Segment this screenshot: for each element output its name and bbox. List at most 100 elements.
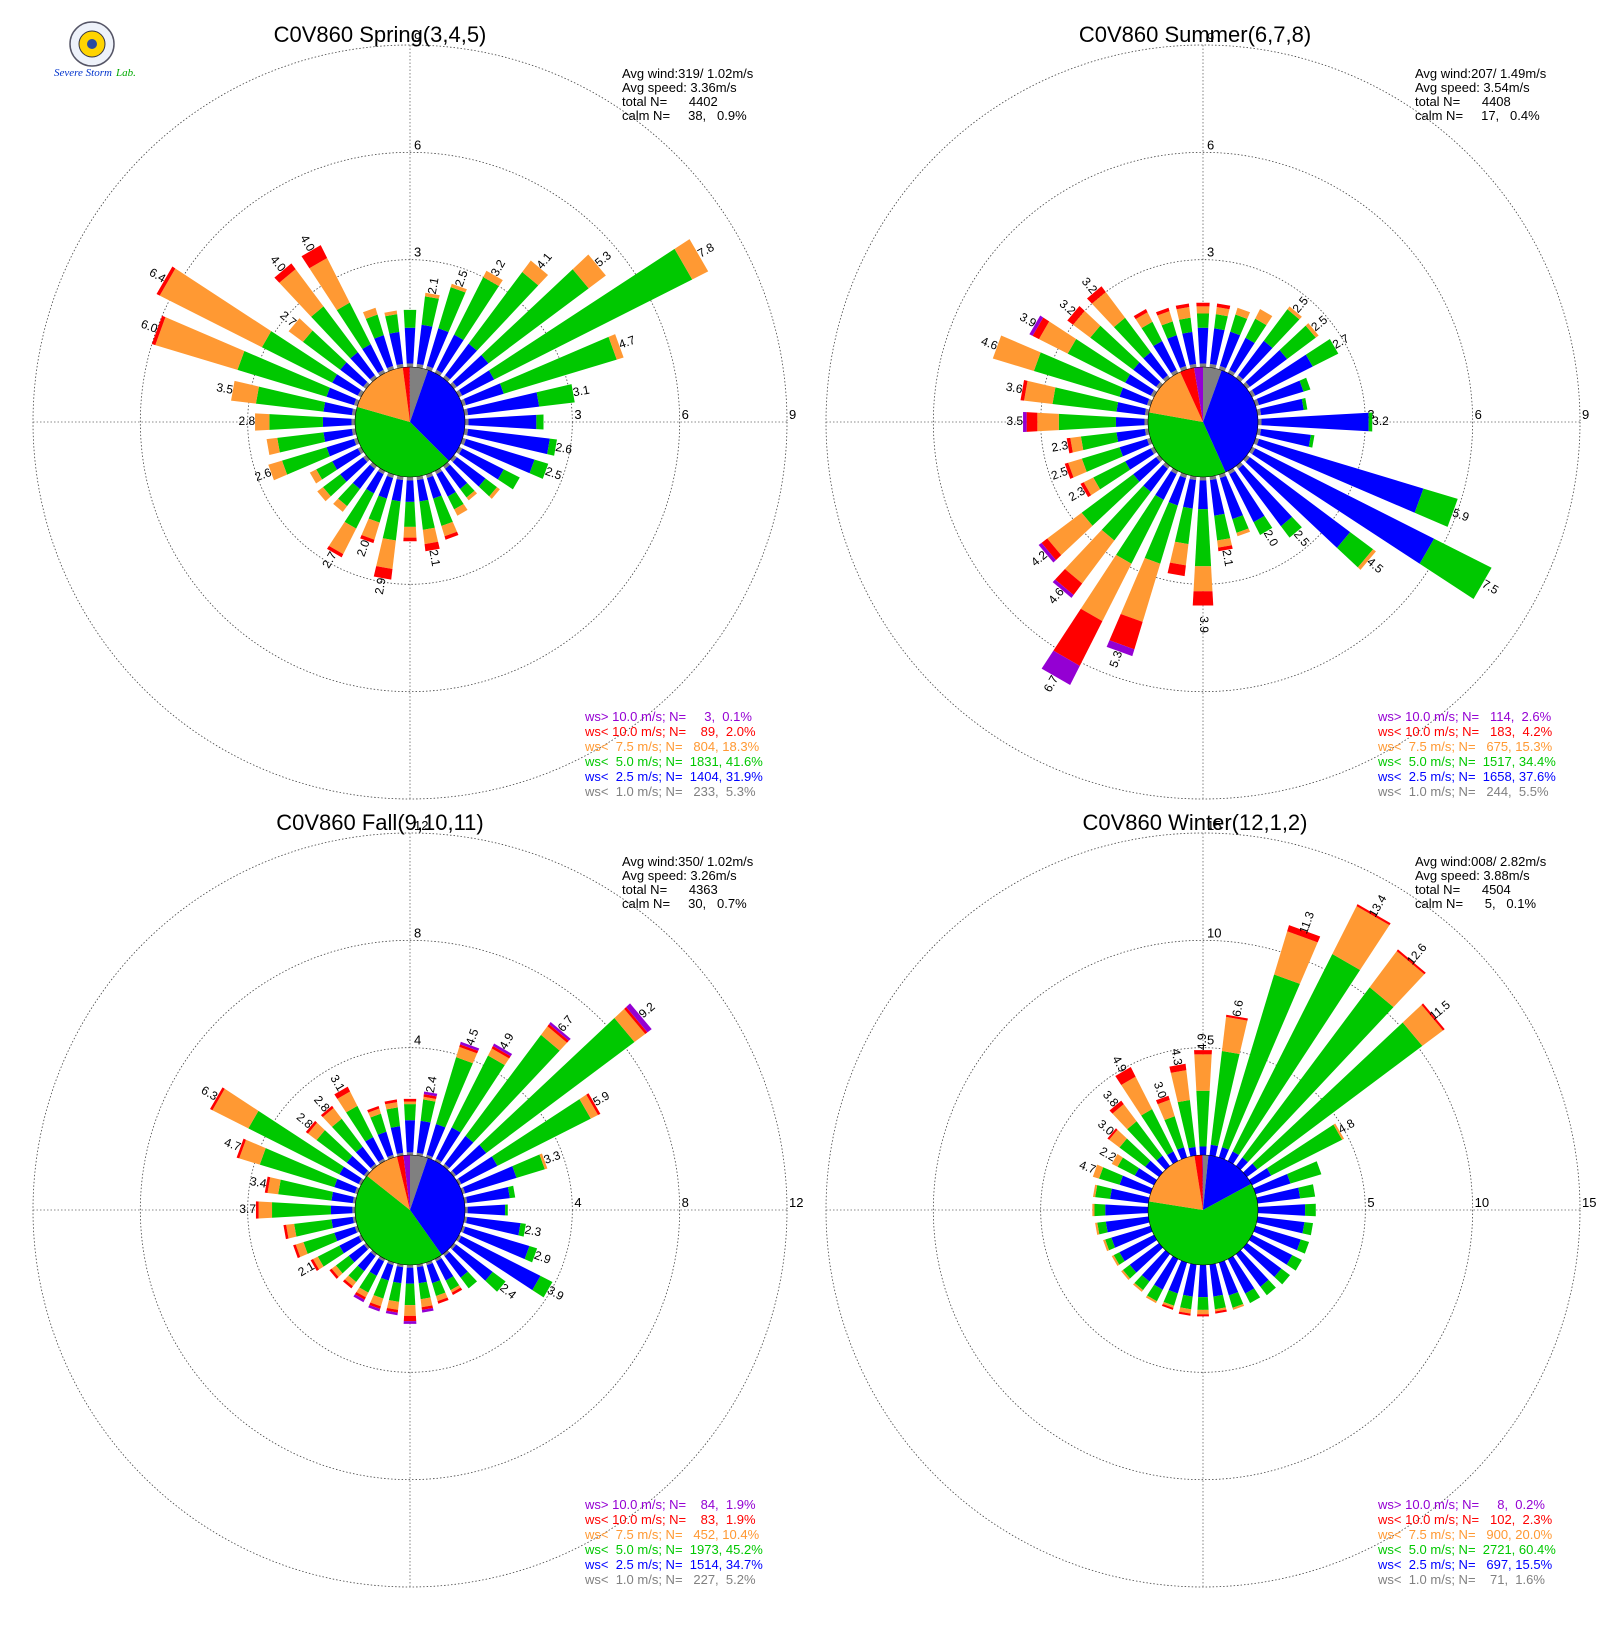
wind-bar-segment (377, 1131, 394, 1157)
wind-bar-segment (339, 1166, 362, 1184)
bar-value-label: 5.9 (1451, 506, 1472, 525)
wind-bar-segment (1180, 1294, 1193, 1310)
wind-bar-segment (404, 1305, 416, 1316)
wind-bar-segment (445, 343, 478, 380)
wind-bar-segment (1154, 1256, 1179, 1290)
stats-line: Avg wind:319/ 1.02m/s (622, 66, 754, 81)
wind-bar-segment (1196, 1090, 1210, 1147)
wind-bar-segment (261, 331, 338, 383)
wind-bar-segment (1106, 640, 1135, 657)
chart-title: C0V860 Spring(3,4,5) (274, 22, 487, 47)
wind-bar-segment (231, 380, 259, 404)
bar-value-label: 4.9 (1195, 1033, 1209, 1050)
wind-bar-segment (322, 474, 347, 497)
wind-bar-segment (1219, 331, 1241, 369)
wind-bar-segment (1125, 374, 1154, 396)
legend-entry: ws< 7.5 m/s; N= 900, 20.0% (1377, 1527, 1553, 1542)
bar-value-label: 2.9 (532, 1248, 553, 1267)
wind-bar-segment (1041, 538, 1062, 561)
wind-bar-segment (358, 1234, 364, 1242)
wind-bar-segment (405, 480, 415, 502)
wind-bar-segment (1214, 314, 1228, 331)
stats-line: total N= 4504 (1415, 882, 1511, 897)
wind-bar-segment (421, 1305, 433, 1310)
legend-entry: ws> 10.0 m/s; N= 8, 0.2% (1377, 1497, 1545, 1512)
wind-bar-segment (1080, 432, 1119, 451)
wind-bar-segment (447, 491, 464, 510)
wind-bar-segment (425, 472, 434, 479)
ring-label-north: 6 (1207, 137, 1214, 152)
wind-bar-segment (1252, 1022, 1423, 1170)
wind-bar-segment (518, 1223, 526, 1237)
wind-bar-segment (1155, 471, 1177, 500)
wind-bar-segment (435, 1292, 448, 1302)
wind-bar-segment (1055, 569, 1083, 595)
legend-entry: ws< 2.5 m/s; N= 1658, 37.6% (1377, 769, 1556, 784)
wind-bar-segment (1032, 317, 1050, 340)
wind-bar-segment (354, 1187, 360, 1195)
bar-value-label: 2.6 (554, 440, 573, 457)
wind-bar-segment (539, 1153, 548, 1170)
pie-slice (410, 370, 465, 461)
wind-bar-segment (405, 1267, 415, 1284)
wind-bar-segment (1253, 1225, 1301, 1251)
wind-bar-segment (334, 1086, 351, 1099)
wind-bar-segment (492, 1043, 513, 1057)
wind-bar-segment (1058, 413, 1116, 431)
legend-entry: ws< 2.5 m/s; N= 697, 15.5% (1377, 1557, 1553, 1572)
wind-bar-segment (1125, 448, 1154, 470)
wind-bar-segment (1245, 1288, 1261, 1304)
wind-bar-segment (423, 1096, 437, 1102)
legend-entry: ws> 10.0 m/s; N= 114, 2.6% (1377, 709, 1552, 724)
bar-value-label: 5.3 (1106, 649, 1125, 670)
wind-bar-segment (266, 437, 280, 455)
wind-bar-segment (295, 1242, 308, 1258)
chart-title: C0V860 Summer(6,7,8) (1079, 22, 1311, 47)
bar-value-label: 2.3 (1050, 438, 1069, 455)
pie-slice (410, 367, 429, 422)
wind-bar-segment (313, 1256, 324, 1270)
wind-bar-segment (1236, 528, 1251, 537)
wind-bar-segment (445, 464, 468, 489)
wind-bar-segment (1197, 1309, 1209, 1315)
wind-bar-segment (352, 464, 375, 489)
wind-bar-segment (156, 266, 176, 296)
wind-bar-segment (1302, 1222, 1314, 1236)
wind-bar-segment (1175, 303, 1190, 310)
wind-bar-segment (1215, 1309, 1227, 1314)
wind-bar-segment (1305, 338, 1339, 367)
wind-bar-segment (437, 1297, 449, 1304)
wind-bar-segment (366, 471, 384, 494)
wind-bar-segment (456, 1178, 462, 1186)
wind-bar-segment (346, 1155, 368, 1176)
wind-bar-segment (452, 1144, 487, 1176)
wind-bar-segment (459, 448, 504, 480)
wind-bar-segment (1109, 1100, 1124, 1114)
wind-bar-segment (1081, 474, 1140, 526)
wind-bar-segment (419, 499, 435, 530)
wind-bar-segment (353, 1294, 365, 1303)
wind-bar-segment (387, 1154, 395, 1160)
wind-bar-segment (1167, 1151, 1179, 1164)
bar-value-label: 3.4 (249, 1174, 268, 1191)
legend-entry: ws< 7.5 m/s; N= 675, 15.3% (1377, 739, 1553, 754)
wind-bar-segment (426, 1263, 441, 1284)
wind-bar-segment (1192, 591, 1214, 606)
wind-bar-segment (332, 374, 361, 396)
stats-line: Avg wind:207/ 1.49m/s (1415, 66, 1547, 81)
logo-seal-core (87, 39, 97, 49)
wind-bar-segment (460, 437, 467, 446)
wind-bar-segment (425, 1260, 433, 1266)
wind-bar-segment (467, 428, 550, 455)
wind-bar-segment (442, 462, 451, 469)
ring-label-north: 3 (1207, 245, 1214, 260)
wind-bar-segment (385, 1310, 398, 1316)
wind-bar-segment (1064, 529, 1115, 584)
wind-bar-segment (331, 1191, 354, 1204)
wind-bar-segment (384, 310, 398, 317)
bar-value-label: 2.1 (1219, 548, 1236, 567)
logo-text-left: Severe Storm (54, 67, 112, 79)
wind-bar-segment (357, 446, 364, 455)
wind-bar-segment (467, 392, 540, 416)
